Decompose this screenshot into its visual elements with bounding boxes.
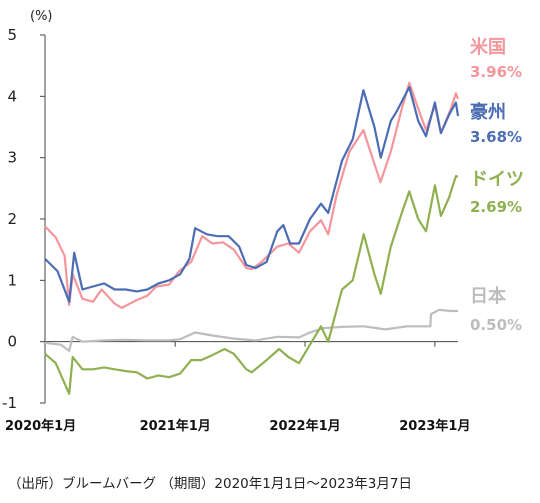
series-value-3: 0.50% [470, 316, 522, 334]
x-tick-label: 2021年1月 [140, 418, 211, 434]
series-lines [44, 81, 460, 395]
y-axis-ticks: 5 4 3 2 1 0 -1 [2, 26, 45, 412]
series-line-2 [44, 175, 459, 395]
y-tick-label: 3 [7, 149, 17, 167]
y-tick-label: 1 [7, 271, 17, 289]
y-tick-label: 0 [7, 333, 17, 351]
series-value-1: 3.68% [470, 128, 522, 146]
series-name-2: ドイツ [470, 169, 524, 190]
series-name-3: 日本 [470, 285, 506, 307]
series-value-2: 2.69% [470, 198, 522, 216]
axes [44, 35, 458, 403]
x-tick-label: 2023年1月 [399, 418, 470, 434]
x-axis-ticks: 2020年1月 2021年1月 2022年1月 2023年1月 [5, 341, 470, 434]
y-tick-label: 4 [7, 87, 17, 105]
y-unit-label: (%) [30, 9, 53, 24]
series-line-3 [44, 308, 458, 352]
series-name-0: 米国 [470, 36, 506, 58]
series-line-0 [44, 81, 460, 309]
y-tick-label: 5 [7, 26, 17, 44]
source-note: （出所）ブルームバーグ （期間）2020年1月1日～2023年3月7日 [8, 476, 412, 492]
x-tick-label: 2020年1月 [5, 418, 76, 434]
y-tick-label: 2 [7, 210, 17, 228]
series-line-1 [44, 86, 460, 303]
bond-yield-chart: (%) 5 4 3 2 1 0 -1 2020年1月 2021年1月 2022年1月 2023年1… [2, 9, 524, 434]
series-name-1: 豪州 [470, 101, 506, 123]
x-tick-label: 2022年1月 [269, 418, 340, 434]
series-labels: 米国 3.96% 豪州 3.68% ドイツ 2.69% 日本 0.50% [470, 36, 524, 334]
series-value-0: 3.96% [470, 63, 522, 81]
y-tick-label: -1 [2, 394, 17, 412]
